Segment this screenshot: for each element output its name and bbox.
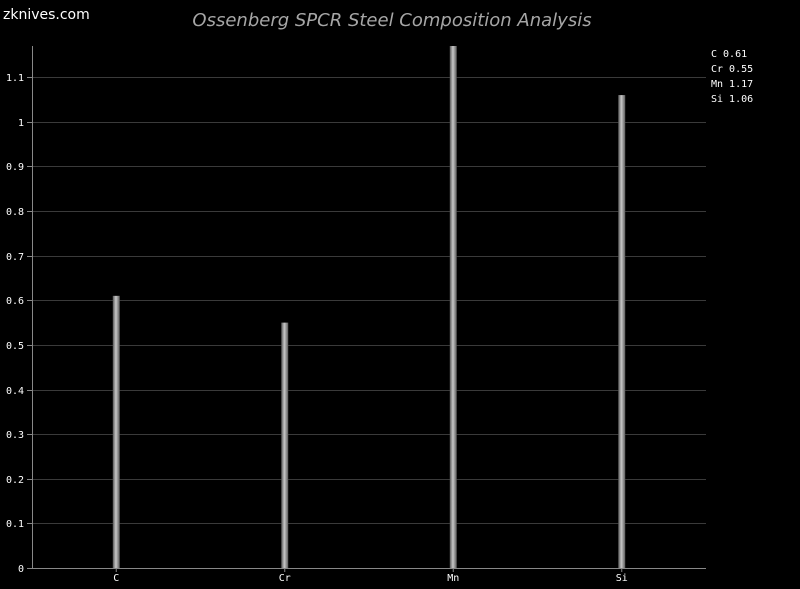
chart-title: Ossenberg SPCR Steel Composition Analysi… <box>192 10 591 31</box>
x-tick-labels: C Cr Mn Si <box>113 573 628 584</box>
y-tick-label: 0.2 <box>6 475 24 486</box>
axes <box>27 46 706 572</box>
bar-mn <box>449 46 457 568</box>
bars <box>112 46 626 569</box>
x-tick-label-cr: Cr <box>279 573 291 584</box>
bar-cr <box>281 322 289 568</box>
y-tick-label: 0.4 <box>6 386 24 397</box>
x-tick-label-c: C <box>113 573 119 584</box>
legend-entry-c: C 0.61 <box>711 49 747 60</box>
x-tick-label-si: Si <box>616 573 628 584</box>
y-tick-label: 0.3 <box>6 430 24 441</box>
y-tick-label: 0.1 <box>6 519 24 530</box>
legend: C 0.61 Cr 0.55 Mn 1.17 Si 1.06 <box>711 49 753 105</box>
y-tick-label: 0.5 <box>6 341 24 352</box>
y-tick-label: 0.7 <box>6 252 24 263</box>
legend-entry-si: Si 1.06 <box>711 94 753 105</box>
x-tick-label-mn: Mn <box>447 573 459 584</box>
y-tick-label: 0 <box>18 564 24 575</box>
bar-si <box>618 95 626 569</box>
site-logo: zknives.com <box>3 7 90 23</box>
y-tick-label: 1 <box>18 118 24 129</box>
y-tick-label: 0.6 <box>6 296 24 307</box>
legend-entry-cr: Cr 0.55 <box>711 64 753 75</box>
y-tick-label: 1.1 <box>6 73 24 84</box>
y-tick-labels: 0 0.1 0.2 0.3 0.4 0.5 0.6 0.7 0.8 0.9 1 1.1 <box>6 73 24 575</box>
y-tick-label: 0.8 <box>6 207 24 218</box>
grid-lines <box>32 77 706 524</box>
bar-c <box>112 295 120 568</box>
y-tick-label: 0.9 <box>6 162 24 173</box>
legend-entry-mn: Mn 1.17 <box>711 79 753 90</box>
